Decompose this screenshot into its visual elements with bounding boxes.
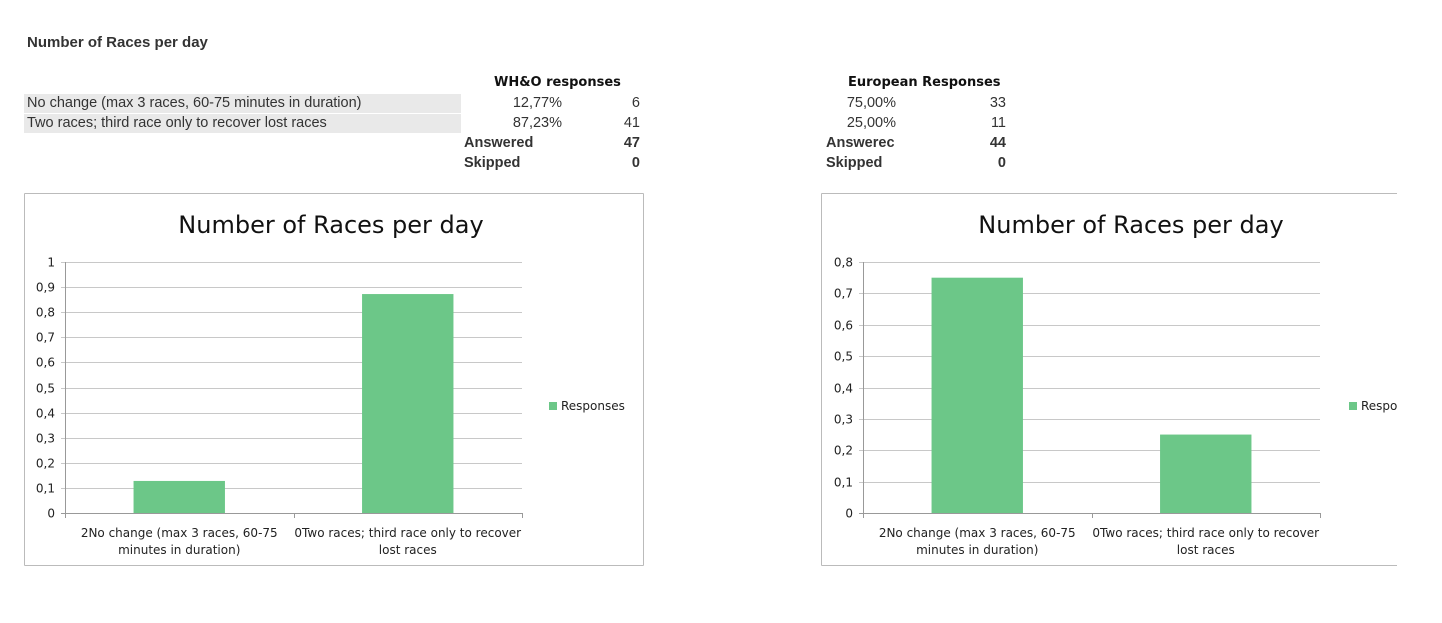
eu-answered-label: Answerec (826, 135, 895, 151)
who-skipped-count: 0 (631, 155, 640, 171)
x-tick-label: lost races (379, 543, 437, 557)
y-tick-label: 0,8 (36, 306, 55, 320)
eu-count-2: 11 (990, 115, 1006, 131)
y-tick-label: 0,4 (36, 407, 55, 421)
bar (362, 294, 454, 513)
y-tick-label: 0,5 (36, 382, 55, 396)
row-highlight (24, 114, 461, 133)
y-tick-label: 0,7 (36, 331, 55, 345)
x-tick-label: 0Two races; third race only to recover (294, 526, 521, 540)
chart-european: Number of Races per day 0 0,1 0,2 0,3 0,4 0,5 0… (821, 193, 1397, 566)
row-label-no-change: No change (max 3 races, 60-75 minutes in… (27, 95, 362, 111)
legend-swatch (549, 402, 557, 410)
y-tick-label: 0,1 (36, 482, 55, 496)
eu-answered-count: 44 (989, 135, 1006, 151)
y-tick-label: 0,5 (834, 350, 853, 364)
y-tick-label: 0,2 (834, 444, 853, 458)
y-tick-label: 0,6 (36, 356, 55, 370)
eu-skipped-count: 0 (997, 155, 1006, 171)
x-tick-label: 2No change (max 3 races, 60-75 (81, 526, 278, 540)
eu-percent-2: 25,00% (846, 115, 896, 131)
eu-count-1: 33 (989, 95, 1006, 111)
bar (1160, 434, 1252, 513)
y-tick-label: 0,3 (834, 413, 853, 427)
chart-who: Number of Races per day 0 0,1 0,2 0,3 0,4 0,5 0… (24, 193, 644, 566)
x-tick-label: 0Two races; third race only to recover (1092, 526, 1319, 540)
y-tick-label: 0,3 (36, 432, 55, 446)
table-header-european: European Responses (848, 75, 1001, 90)
who-count-2: 41 (623, 115, 640, 131)
y-tick-label: 0,8 (834, 256, 853, 270)
chart-plot-0: Number of Races per day 0 0,1 0,2 0,3 0,4 0,5 0… (24, 193, 644, 566)
table-header-who: WH&O responses (494, 75, 621, 90)
chart-title: Number of Races per day (178, 211, 483, 239)
y-tick-label: 1 (47, 256, 55, 270)
bar (133, 480, 225, 513)
who-count-1: 6 (631, 95, 640, 111)
y-tick-label: 0,9 (36, 281, 55, 295)
who-answered-label: Answered (464, 135, 534, 151)
who-percent-1: 12,77% (512, 95, 562, 111)
legend-label: Respo (1361, 399, 1397, 413)
y-tick-label: 0,4 (834, 382, 853, 396)
x-tick-label: lost races (1177, 543, 1235, 557)
x-tick-label: minutes in duration) (118, 543, 240, 557)
y-tick-label: 0,1 (834, 476, 853, 490)
chart-plot-1: Number of Races per day 0 0,1 0,2 0,3 0,4 0,5 0… (821, 193, 1397, 566)
row-label-two-races: Two races; third race only to recover lo… (27, 115, 327, 131)
y-tick-label: 0,2 (36, 457, 55, 471)
x-tick-label: 2No change (max 3 races, 60-75 (879, 526, 1076, 540)
y-tick-label: 0 (845, 507, 853, 521)
eu-percent-1: 75,00% (846, 95, 896, 111)
chart-title: Number of Races per day (978, 211, 1283, 239)
y-tick-label: 0,7 (834, 287, 853, 301)
who-skipped-label: Skipped (464, 155, 521, 171)
x-tick-label: minutes in duration) (916, 543, 1038, 557)
page-title: Number of Races per day (27, 34, 208, 51)
legend-label: Responses (561, 399, 625, 413)
eu-skipped-label: Skipped (826, 155, 883, 171)
who-percent-2: 87,23% (512, 115, 562, 131)
legend-swatch (1349, 402, 1357, 410)
y-tick-label: 0 (47, 507, 55, 521)
row-highlight (24, 94, 461, 113)
who-answered-count: 47 (623, 135, 640, 151)
bar (931, 277, 1023, 513)
y-tick-label: 0,6 (834, 319, 853, 333)
